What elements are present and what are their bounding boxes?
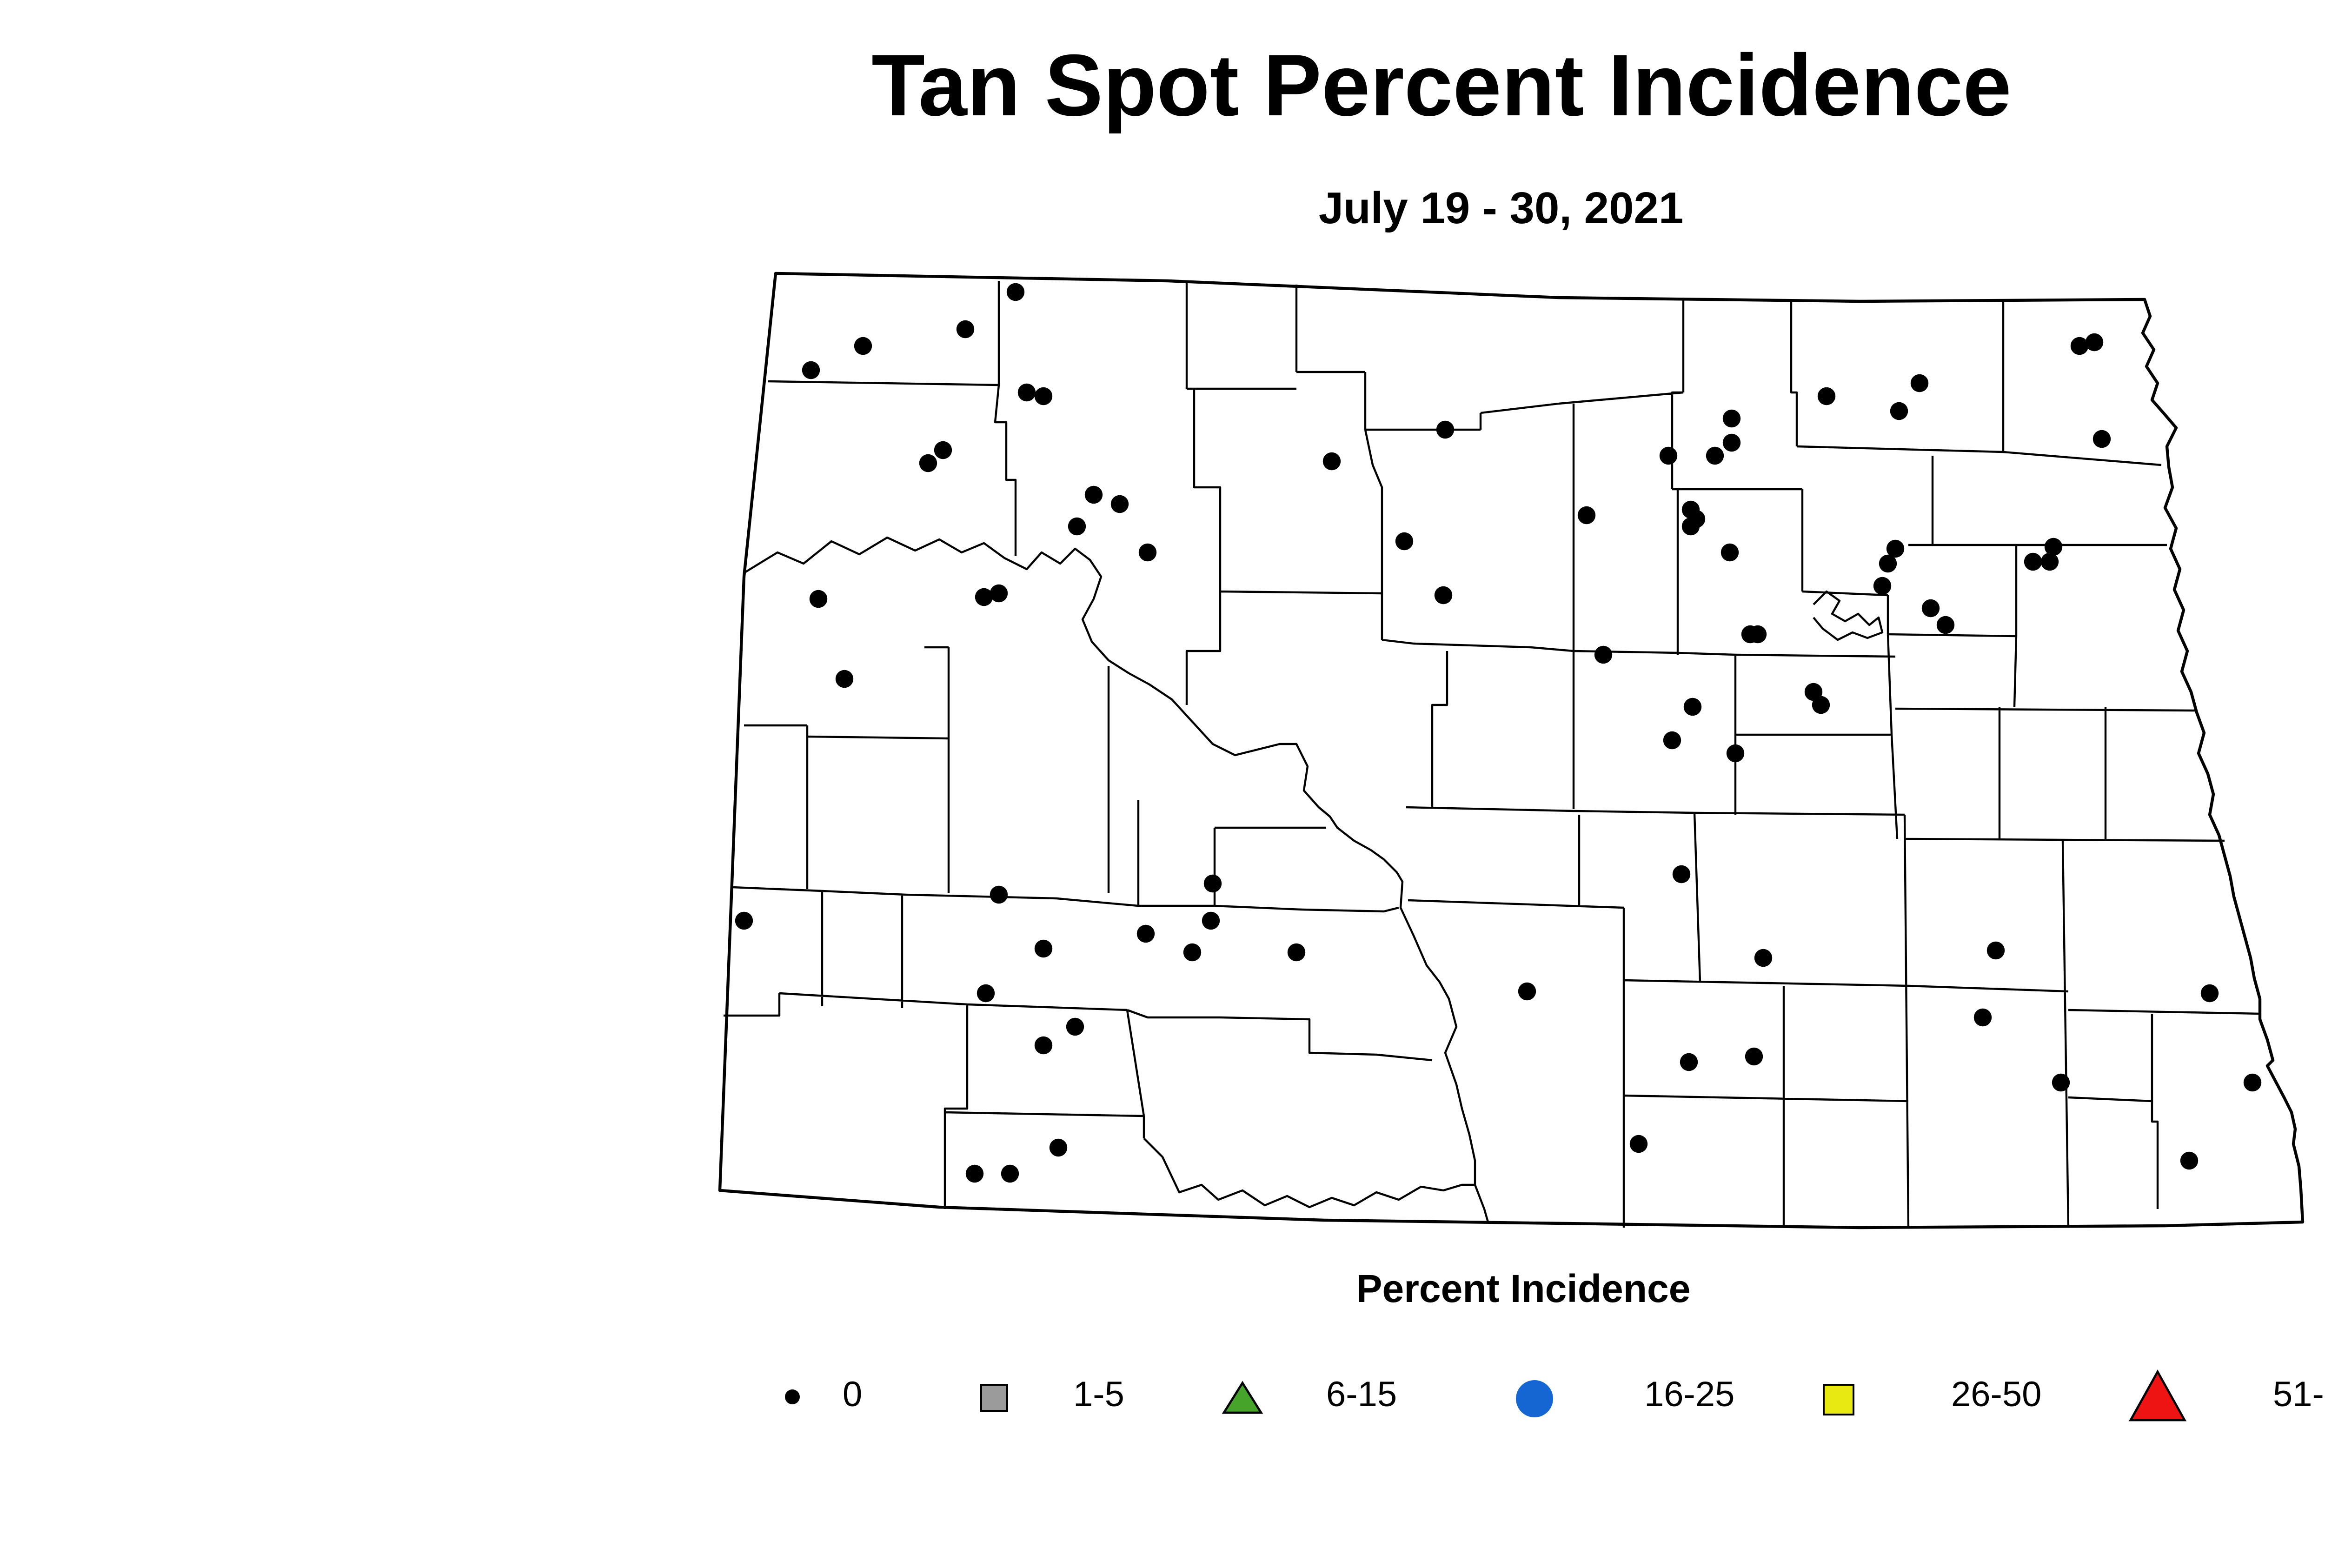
incidence-point [1066, 1017, 1084, 1036]
river-boundaries [743, 536, 1884, 1223]
incidence-point [2092, 430, 2111, 448]
incidence-point [1720, 543, 1739, 562]
incidence-point [1136, 924, 1155, 943]
incidence-point [1681, 517, 1700, 536]
incidence-point [919, 454, 937, 472]
incidence-point [1986, 941, 2005, 960]
incidence-point [1202, 911, 1220, 930]
incidence-point [956, 320, 975, 339]
incidence-point [1706, 446, 1724, 465]
incidence-point [1287, 943, 1306, 962]
incidence-point [2085, 333, 2104, 352]
page-title: Tan Spot Percent Incidence [871, 35, 2012, 134]
incidence-point [1434, 586, 1453, 605]
incidence-point [1017, 383, 1036, 402]
incidence-point [1629, 1135, 1648, 1153]
legend-label-1-5: 1-5 [1073, 1376, 1124, 1415]
incidence-point [1804, 683, 1823, 701]
incidence-point [1921, 599, 1940, 618]
incidence-point [976, 984, 995, 1003]
incidence-point [1726, 744, 1745, 763]
incidence-point [1886, 539, 1905, 558]
legend-label-16-25: 16-25 [1644, 1376, 1735, 1415]
incidence-point [1110, 495, 1129, 513]
incidence-point [2200, 984, 2219, 1003]
incidence-point [2180, 1151, 2199, 1170]
incidence-point [2243, 1073, 2262, 1092]
incidence-point [1518, 982, 1536, 1001]
incidence-point [835, 670, 854, 688]
legend-marker-1-5-square [980, 1384, 1008, 1412]
incidence-point [1006, 283, 1025, 301]
incidence-point [1873, 577, 1892, 595]
incidence-point [990, 584, 1008, 603]
incidence-point [1659, 446, 1678, 465]
incidence-point [1203, 874, 1222, 893]
incidence-point [1936, 616, 1955, 634]
incidence-point [934, 441, 952, 459]
incidence-point [854, 337, 872, 355]
incidence-point [1683, 698, 1702, 716]
incidence-points [735, 283, 2262, 1183]
incidence-point [1183, 943, 1202, 962]
incidence-point [1577, 506, 1596, 525]
legend-label-26-50: 26-50 [1951, 1376, 2042, 1415]
legend-marker-26-50-square [1823, 1384, 1854, 1415]
legend-marker-0-dot [785, 1389, 800, 1404]
incidence-point [1973, 1008, 1992, 1027]
incidence-point [1034, 939, 1053, 958]
incidence-point [1395, 532, 1414, 551]
incidence-point [1049, 1138, 1068, 1157]
incidence-point [1745, 1047, 1763, 1066]
incidence-point [735, 911, 753, 930]
legend-title: Percent Incidence [1356, 1269, 1691, 1311]
incidence-point [2044, 538, 2063, 556]
incidence-point [1322, 452, 1341, 471]
incidence-point [1817, 387, 1836, 405]
legend-label-0: 0 [843, 1376, 863, 1415]
incidence-point [2040, 552, 2059, 571]
incidence-point [990, 885, 1008, 904]
incidence-point [965, 1164, 984, 1183]
incidence-point [1722, 409, 1741, 428]
legend-marker-51-100-triangle [2128, 1369, 2187, 1422]
incidence-point [1879, 554, 1897, 573]
incidence-point [2024, 552, 2042, 571]
incidence-point [1672, 865, 1691, 884]
incidence-point [1034, 1036, 1053, 1055]
incidence-point [1680, 1053, 1698, 1071]
incidence-point [1663, 731, 1681, 750]
incidence-point [809, 590, 828, 608]
incidence-point [1594, 645, 1613, 664]
incidence-point [1910, 374, 1929, 392]
incidence-point [2070, 337, 2089, 355]
legend-label-51-100: 51-100 [2273, 1376, 2325, 1415]
date-range-subtitle: July 19 - 30, 2021 [1318, 184, 1684, 234]
incidence-point [1138, 543, 1157, 562]
legend-label-6-15: 6-15 [1326, 1376, 1397, 1415]
state-outline [718, 272, 2305, 1229]
legend-marker-6-15-triangle [1222, 1381, 1263, 1414]
incidence-point [802, 361, 820, 379]
incidence-point [975, 588, 993, 606]
incidence-point [1754, 949, 1773, 967]
incidence-point [1890, 402, 1908, 420]
incidence-point [1436, 420, 1455, 439]
incidence-point [1812, 696, 1830, 714]
incidence-point [1722, 433, 1741, 452]
incidence-point [1034, 387, 1053, 405]
incidence-point [1084, 485, 1103, 504]
incidence-point [1001, 1164, 1019, 1183]
county-boundaries [724, 281, 2260, 1228]
incidence-point [1068, 517, 1086, 536]
incidence-point [1748, 625, 1767, 644]
legend-marker-16-25-circle [1516, 1380, 1553, 1417]
incidence-point [2052, 1073, 2070, 1092]
